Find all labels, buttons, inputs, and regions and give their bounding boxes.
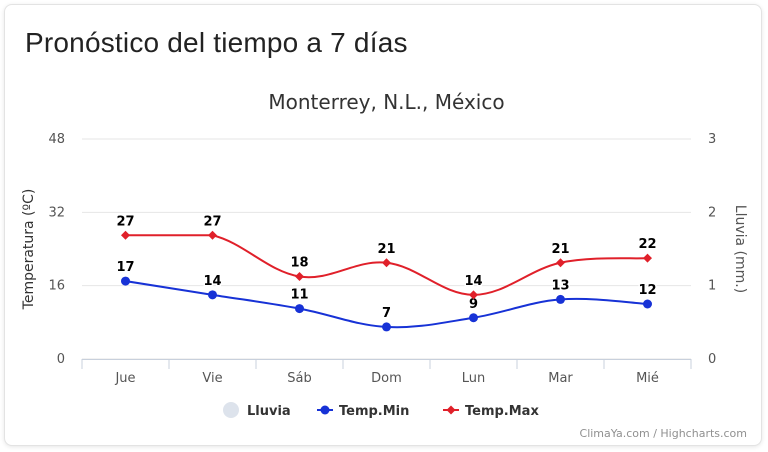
legend-marker-circle: [320, 405, 330, 415]
legend-marker-diamond: [446, 405, 456, 415]
legend: Lluvia Temp.Min Temp.Max: [223, 402, 539, 419]
data-point: [295, 304, 304, 314]
data-label: 22: [638, 237, 656, 252]
data-point: [295, 272, 304, 281]
series-temp-max: 27 27 18 21 14 21 22: [115, 213, 658, 300]
chart-title: Monterrey, N.L., México: [268, 90, 504, 114]
data-label: 12: [638, 283, 656, 298]
series-temp-min: 17 14 11 7 9 13 12: [115, 259, 658, 332]
forecast-chart: Monterrey, N.L., México Jue Vie Sáb Dom Lun Ma…: [21, 90, 748, 440]
x-tick-label: Dom: [371, 371, 402, 386]
y-left-tick-label: 32: [48, 205, 65, 220]
data-label: 13: [551, 278, 569, 293]
x-tick-label: Vie: [202, 371, 222, 386]
data-label: 11: [290, 288, 308, 303]
data-point: [556, 294, 565, 304]
data-label: 14: [464, 274, 482, 289]
data-point: [208, 290, 217, 300]
data-point: [382, 322, 391, 332]
page-title: Pronóstico del tiempo a 7 días: [25, 27, 408, 58]
x-tick-label: Sáb: [287, 371, 311, 386]
data-point: [556, 258, 565, 268]
legend-item[interactable]: Lluvia: [223, 402, 291, 419]
legend-item[interactable]: Temp.Max: [443, 404, 539, 419]
data-label: 21: [377, 242, 395, 257]
legend-item[interactable]: Temp.Min: [317, 404, 409, 419]
data-label: 27: [203, 214, 221, 229]
legend-label: Lluvia: [247, 404, 291, 419]
legend-label: Temp.Min: [339, 404, 409, 419]
y-right-tick-label: 3: [708, 132, 716, 147]
data-label: 27: [116, 214, 134, 229]
credits-link[interactable]: ClimaYa.com / Highcharts.com: [580, 427, 747, 440]
data-point: [382, 258, 391, 268]
chart-card: Pronóstico del tiempo a 7 días Monterrey…: [4, 4, 762, 446]
data-label: 17: [116, 260, 134, 275]
y-right-tick-label: 0: [708, 352, 716, 367]
y-left-tick-label: 16: [48, 279, 65, 294]
legend-marker-circle: [223, 402, 239, 418]
data-point: [121, 276, 130, 286]
y-left-axis-label: Temperatura (ºC): [21, 189, 37, 311]
y-right-axis-label: Lluvia (mm.): [732, 205, 748, 293]
x-tick-label: Jue: [114, 371, 135, 386]
y-right-tick-label: 2: [708, 205, 716, 220]
y-left-tick-label: 48: [48, 132, 65, 147]
legend-label: Temp.Max: [465, 404, 539, 419]
x-tick-label: Mié: [636, 371, 659, 386]
data-point: [643, 253, 652, 263]
data-point: [121, 230, 130, 240]
data-label: 7: [382, 306, 391, 321]
y-left-tick-label: 0: [57, 352, 65, 367]
data-point: [469, 313, 478, 323]
data-point: [208, 230, 217, 240]
data-label: 9: [469, 297, 478, 312]
data-point: [469, 290, 478, 300]
y-right-tick-label: 1: [708, 279, 716, 294]
x-tick-label: Mar: [548, 371, 573, 386]
data-label: 14: [203, 274, 221, 289]
data-label: 21: [551, 242, 569, 257]
x-tick-label: Lun: [462, 371, 486, 386]
data-point: [643, 299, 652, 309]
data-label: 18: [290, 256, 308, 271]
